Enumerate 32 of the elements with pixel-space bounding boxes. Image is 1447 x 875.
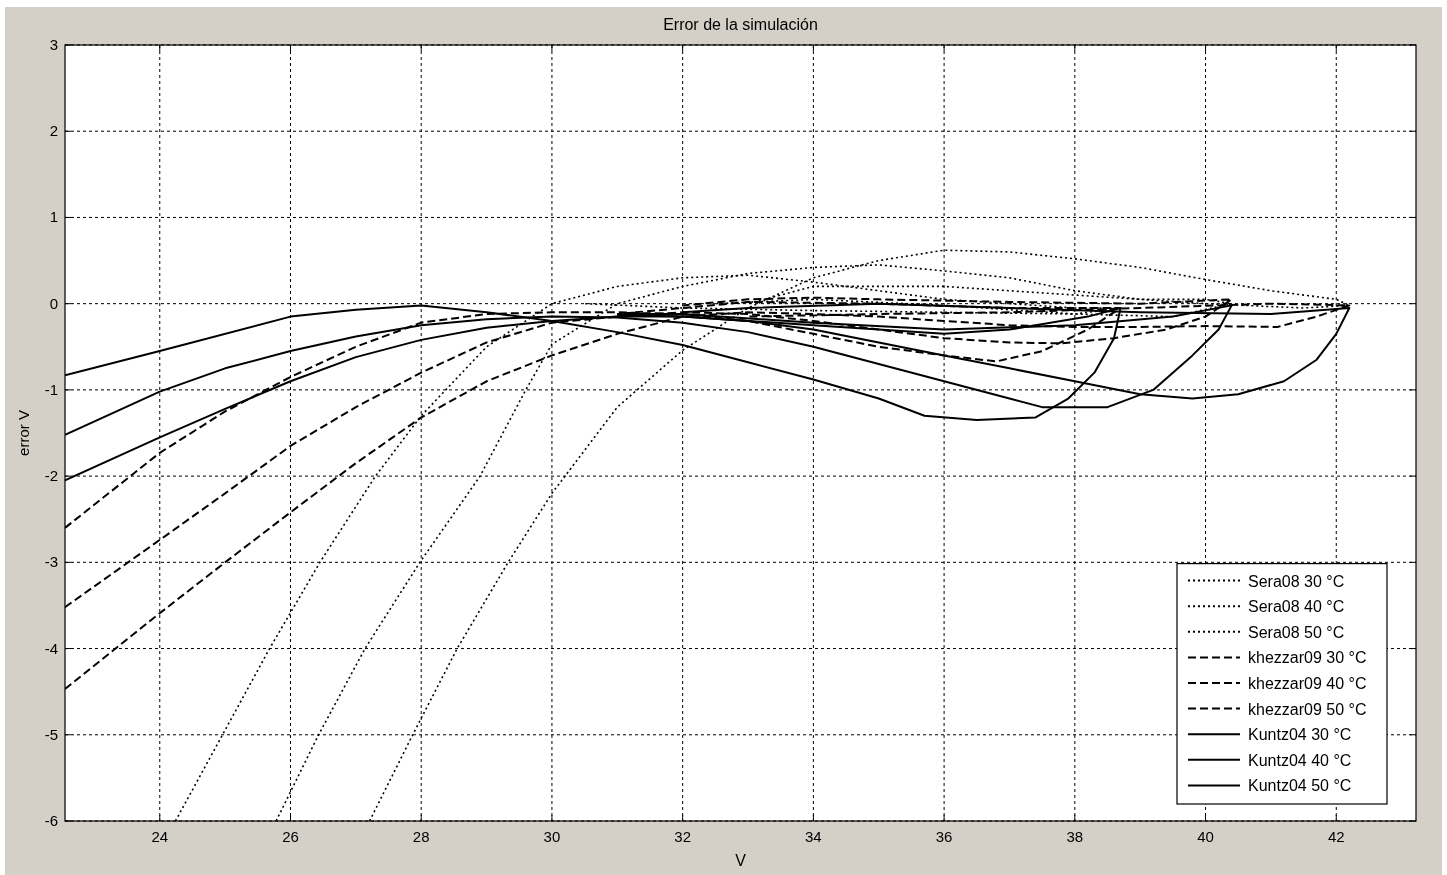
y-tick-label: 0 (49, 294, 58, 312)
legend-label: Sera08 50 °C (1248, 623, 1345, 641)
x-tick-label: 24 (151, 828, 169, 845)
y-tick-label: 2 (49, 122, 58, 140)
chart-title: Error de la simulación (663, 16, 818, 33)
x-tick-label: 34 (805, 828, 822, 845)
y-tick-label: 3 (49, 36, 58, 53)
x-tick-label: 30 (543, 828, 561, 845)
x-tick-label: 36 (935, 828, 953, 845)
legend-label: Sera08 40 °C (1248, 598, 1345, 616)
x-tick-label: 32 (674, 828, 691, 845)
x-tick-label: 38 (1066, 828, 1084, 845)
legend-label: khezzar09 40 °C (1248, 675, 1367, 692)
y-tick-label: 1 (49, 208, 58, 226)
x-tick-label: 26 (282, 828, 299, 845)
y-tick-label: -3 (44, 553, 58, 571)
y-tick-label: -4 (44, 639, 58, 657)
legend-label: Sera08 30 °C (1248, 572, 1345, 590)
legend-label: Kuntz04 40 °C (1248, 751, 1352, 769)
legend-label: khezzar09 30 °C (1248, 649, 1367, 667)
x-tick-label: 28 (412, 828, 430, 845)
y-tick-label: -6 (44, 812, 58, 829)
x-axis-title: V (735, 852, 747, 869)
y-tick-label: -2 (44, 467, 58, 485)
legend-label: Kuntz04 50 °C (1248, 777, 1352, 795)
y-tick-label: -5 (44, 725, 58, 743)
legend-label: Kuntz04 30 °C (1248, 726, 1352, 744)
x-tick-label: 40 (1197, 828, 1214, 845)
y-axis-title: error V (15, 410, 32, 456)
y-tick-label: -1 (44, 380, 58, 398)
legend-label: khezzar09 50 °C (1248, 700, 1367, 718)
x-tick-label: 42 (1327, 828, 1345, 845)
